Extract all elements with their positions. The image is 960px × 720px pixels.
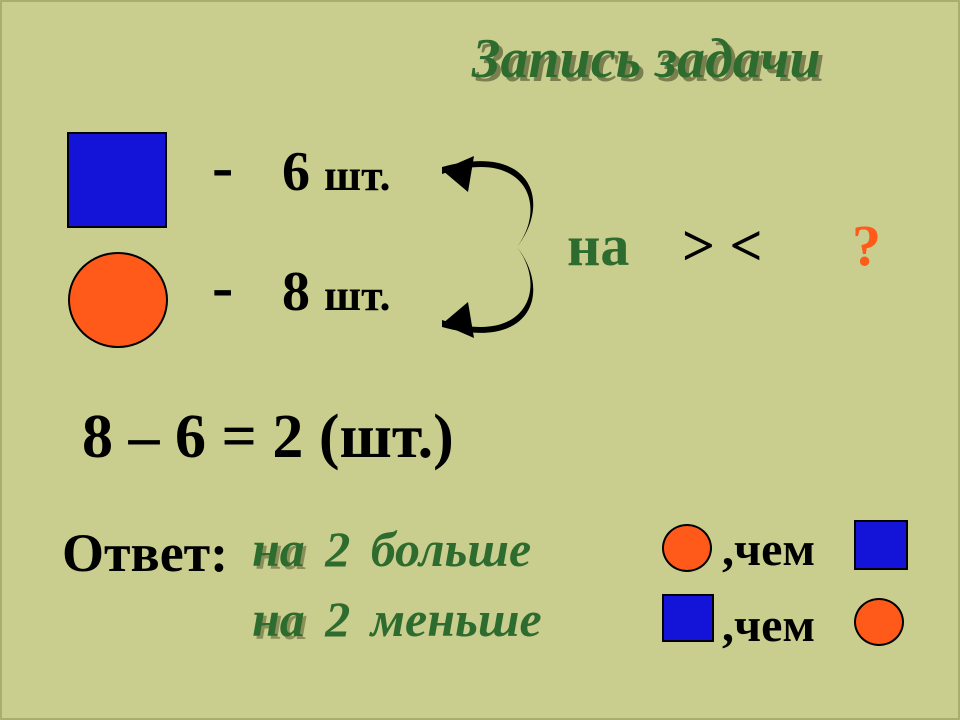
qty2-num: 8 — [282, 261, 310, 323]
al1-word: больше — [371, 521, 531, 577]
qty2-unit: шт. — [324, 271, 390, 320]
quantity-2: 8 шт. — [282, 260, 390, 324]
al1-na: на — [252, 521, 305, 577]
al2-num: 2 — [325, 591, 350, 647]
curly-bracket-icon — [422, 132, 572, 362]
quantity-1: 6 шт. — [282, 140, 390, 204]
al2-na: на — [252, 591, 305, 647]
compare-ops: > < — [682, 212, 763, 279]
dash-2: - — [212, 250, 233, 324]
compare-question-mark: ? — [852, 212, 881, 279]
equation: 8 – 6 = 2 (шт.) — [82, 402, 454, 473]
compare-na: на — [567, 212, 629, 279]
answer2-square-icon — [662, 594, 714, 642]
answer1-square-icon — [854, 520, 908, 570]
slide-title: Запись задачи — [472, 27, 821, 91]
equation-text: 8 – 6 = 2 (шт.) — [82, 403, 454, 471]
blue-square-icon — [67, 132, 167, 228]
al1-num: 2 — [325, 521, 350, 577]
answer1-circle-icon — [662, 524, 712, 572]
answer-line-2: на 2 меньше — [252, 590, 542, 648]
answer-label: Ответ: — [62, 522, 228, 584]
al2-word: меньше — [371, 591, 542, 647]
qty1-unit: шт. — [324, 151, 390, 200]
answer-line-1: на 2 больше — [252, 520, 531, 578]
orange-circle-icon — [68, 252, 168, 348]
qty1-num: 6 — [282, 141, 310, 203]
answer1-chem: ,чем — [722, 522, 815, 577]
answer2-circle-icon — [854, 598, 904, 646]
answer2-chem: ,чем — [722, 598, 815, 653]
dash-1: - — [212, 130, 233, 204]
